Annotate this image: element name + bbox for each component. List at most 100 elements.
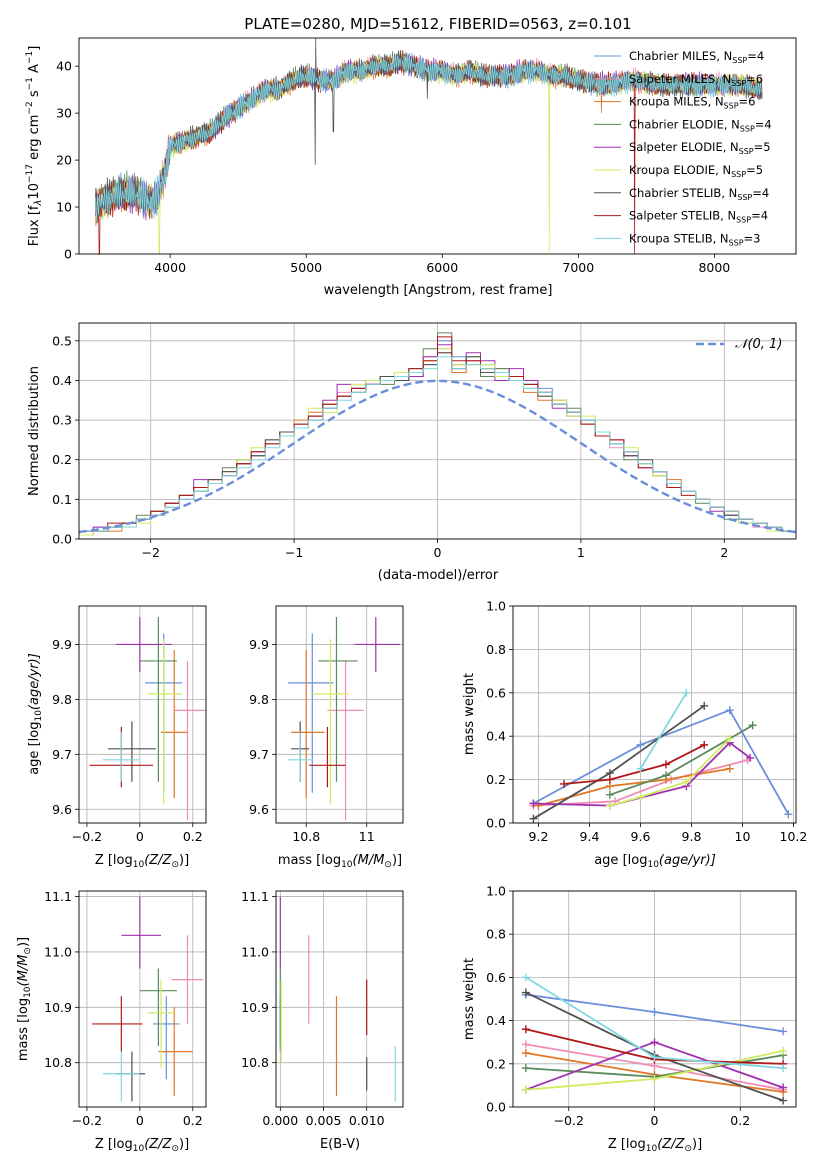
- weight-marker: [521, 1049, 530, 1057]
- spectrum-axes: [78, 37, 797, 255]
- x-tick-label: 6000: [426, 260, 458, 275]
- weight-vs-age-axes: [512, 605, 797, 824]
- x-tick-label: 1: [577, 545, 585, 560]
- y-tick-label: 10: [56, 200, 72, 215]
- age-vs-mass-errorbars: [288, 616, 400, 821]
- y-tick-label: 9.9: [52, 637, 72, 652]
- weight-marker: [661, 771, 670, 780]
- y-tick-label: 0.8: [486, 642, 506, 657]
- x-tick-label: 10: [735, 829, 751, 844]
- x-tick-label: 9.8: [682, 829, 702, 844]
- age-vs-mass-axes: [275, 605, 404, 824]
- mass-vs-Z-xlabel: Z [log10(Z/Z⊙)]: [95, 1137, 189, 1154]
- y-tick-label: 0.5: [52, 333, 72, 348]
- weight-vs-Z-xlabel: Z [log10(Z/Z⊙)]: [608, 1137, 702, 1154]
- weight-marker: [521, 988, 530, 997]
- x-tick-label: −2: [141, 545, 159, 560]
- x-tick-label: −0.2: [554, 1113, 584, 1128]
- weight-marker: [529, 799, 538, 808]
- x-tick-label: 0.2: [183, 829, 203, 844]
- weight-vs-age-xlabel: age [log10(age/yr)]: [594, 853, 716, 870]
- weight-line-5: [609, 737, 731, 807]
- y-tick-label: 11.0: [241, 944, 269, 959]
- legend-label: Chabrier MILES, NSSP=4: [629, 49, 764, 65]
- y-tick-label: 9.8: [52, 692, 72, 707]
- x-tick-label: −1: [285, 545, 303, 560]
- y-tick-label: 0: [64, 247, 72, 262]
- spectrum-panel: PLATE=0280, MJD=51612, FIBERID=0563, z=0…: [25, 15, 797, 298]
- residuals-xlabel: (data-model)/error: [378, 568, 499, 583]
- legend-label: Chabrier STELIB, NSSP=4: [629, 186, 769, 202]
- y-tick-label: 30: [56, 106, 72, 121]
- legend-label: Kroupa ELODIE, NSSP=5: [629, 163, 763, 179]
- x-tick-label: 0: [434, 545, 442, 560]
- y-tick-label: 0.4: [486, 729, 506, 744]
- spectrum-ylabel: Flux [fλ10−17 erg cm−2 s−1 A−1]: [25, 46, 44, 247]
- y-tick-label: 0.4: [52, 373, 72, 388]
- weight-line-0: [532, 709, 790, 815]
- weight-marker: [521, 1085, 530, 1094]
- spectrum-line-8: [94, 52, 763, 222]
- mass-vs-ebv-xlabel: E(B-V): [320, 1137, 360, 1152]
- spectrum-ticks: 4000 5000 6000 7000 8000 0 10 20 30 40: [56, 59, 730, 275]
- y-tick-label: 11.1: [241, 889, 269, 904]
- x-tick-label: 0: [136, 829, 144, 844]
- spectrum-line-6: [94, 37, 763, 224]
- spectrum-legend: Chabrier MILES, NSSP=4 Salpeter MILES, NS…: [594, 49, 772, 247]
- x-tick-label: 9.6: [631, 829, 651, 844]
- x-tick-label: 0.2: [730, 1113, 750, 1128]
- y-tick-label: 9.7: [249, 747, 269, 762]
- weight-line-8: [639, 692, 688, 770]
- y-tick-label: 0.8: [486, 927, 506, 942]
- spectrum-lines: [94, 37, 763, 255]
- mass-vs-Z-panel: −0.2 0 0.2 10.8 10.9 11.0 11.1 Z [log10(Z/Z⊙)]…: [16, 889, 207, 1154]
- weight-marker: [521, 973, 530, 982]
- residuals-ticks: −2 −1 0 1 2 0.0 0.1 0.2 0.3 0.4 0.5: [52, 333, 728, 560]
- x-tick-label: −0.2: [72, 1113, 102, 1128]
- weight-marker: [559, 779, 568, 788]
- age-vs-Z-grid: [79, 606, 206, 823]
- y-tick-label: 0.4: [486, 1013, 506, 1028]
- y-tick-label: 10.8: [44, 1055, 72, 1070]
- weight-marker: [650, 1038, 659, 1047]
- legend-label: Kroupa MILES, NSSP=6: [629, 95, 755, 111]
- y-tick-label: 1.0: [486, 884, 506, 899]
- weight-vs-Z-ylabel: mass weight: [462, 958, 477, 1040]
- age-vs-Z-ylabel: age [log10(age/yr)]: [27, 653, 44, 775]
- mass-vs-ebv-panel: 0.000 0.005 0.010 10.8 10.9 11.0 11.1 E(B-V): [241, 889, 404, 1152]
- age-vs-mass-grid: [276, 606, 403, 823]
- age-vs-Z-xlabel: Z [log10(Z/Z⊙)]: [95, 853, 189, 870]
- weight-marker: [779, 1064, 788, 1073]
- residuals-panel: −2 −1 0 1 2 0.0 0.1 0.2 0.3 0.4 0.5 (data-model)/e…: [27, 322, 797, 583]
- weight-marker: [748, 721, 757, 730]
- x-tick-label: 0: [136, 1113, 144, 1128]
- weight-marker: [650, 1074, 659, 1083]
- legend-normal-label: 𝒩(0, 1): [735, 337, 782, 352]
- y-tick-label: 9.8: [249, 692, 269, 707]
- x-tick-label: 7000: [562, 260, 594, 275]
- weight-marker: [605, 790, 614, 799]
- x-tick-label: 0.000: [262, 1113, 298, 1128]
- weight-marker: [725, 706, 734, 715]
- x-tick-label: 0.2: [183, 1113, 203, 1128]
- weight-marker: [725, 764, 734, 773]
- age-vs-mass-panel: 10.8 11 9.6 9.7 9.8 9.9 mass [log10(M/M⊙)]: [249, 605, 404, 870]
- weight-marker: [605, 775, 614, 784]
- legend-label: Kroupa STELIB, NSSP=3: [629, 231, 760, 247]
- weight-marker: [784, 810, 793, 819]
- weight-marker: [650, 1007, 659, 1016]
- weight-marker: [636, 792, 645, 801]
- y-tick-label: 10.9: [241, 1000, 269, 1015]
- y-tick-label: 0.2: [52, 452, 72, 467]
- mass-vs-ebv-axes: [275, 890, 404, 1108]
- weight-marker: [682, 777, 691, 786]
- weight-line-7: [563, 744, 705, 785]
- y-tick-label: 0.2: [486, 772, 506, 787]
- y-tick-label: 11.1: [44, 889, 72, 904]
- mass-vs-Z-ticks: −0.2 0 0.2 10.8 10.9 11.0 11.1: [44, 889, 203, 1128]
- weight-marker: [779, 1046, 788, 1055]
- weight-vs-Z-lines: [521, 973, 788, 1105]
- mass-vs-Z-ylabel: mass [log10(M/M⊙)]: [16, 937, 33, 1061]
- histogram-step-8: [79, 356, 796, 532]
